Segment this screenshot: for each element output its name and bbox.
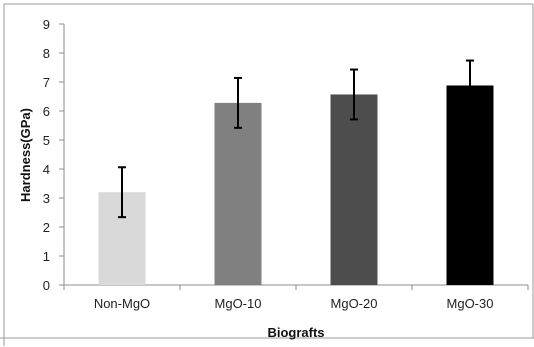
x-axis: Non-MgO MgO-10 MgO-20 MgO-30 <box>63 284 529 311</box>
bars <box>98 85 494 285</box>
x-tick-label: MgO-20 <box>331 296 378 311</box>
x-tick-label: Non-MgO <box>94 296 150 311</box>
y-tick-label: 4 <box>43 162 50 177</box>
y-tick-label: 6 <box>43 104 50 119</box>
y-tick-label: 9 <box>43 17 50 32</box>
y-tick-label: 1 <box>43 249 50 264</box>
bar-mgo-10 <box>214 102 262 285</box>
y-tick-label: 7 <box>43 75 50 90</box>
y-tick-label: 5 <box>43 133 50 148</box>
y-axis: 0 1 2 3 4 5 6 7 8 9 <box>43 17 65 293</box>
y-axis-title: Hardness(GPa) <box>18 108 33 202</box>
x-axis-title: Biografts <box>267 325 324 340</box>
bar-mgo-30 <box>446 85 494 285</box>
x-tick-label: MgO-10 <box>215 296 262 311</box>
chart-frame <box>0 3 534 346</box>
bar-mgo-20 <box>330 94 378 285</box>
error-bars <box>118 59 474 219</box>
y-tick-label: 3 <box>43 191 50 206</box>
y-tick-label: 0 <box>43 278 50 293</box>
y-tick-label: 2 <box>43 220 50 235</box>
x-tick-label: MgO-30 <box>447 296 494 311</box>
y-tick-label: 8 <box>43 46 50 61</box>
